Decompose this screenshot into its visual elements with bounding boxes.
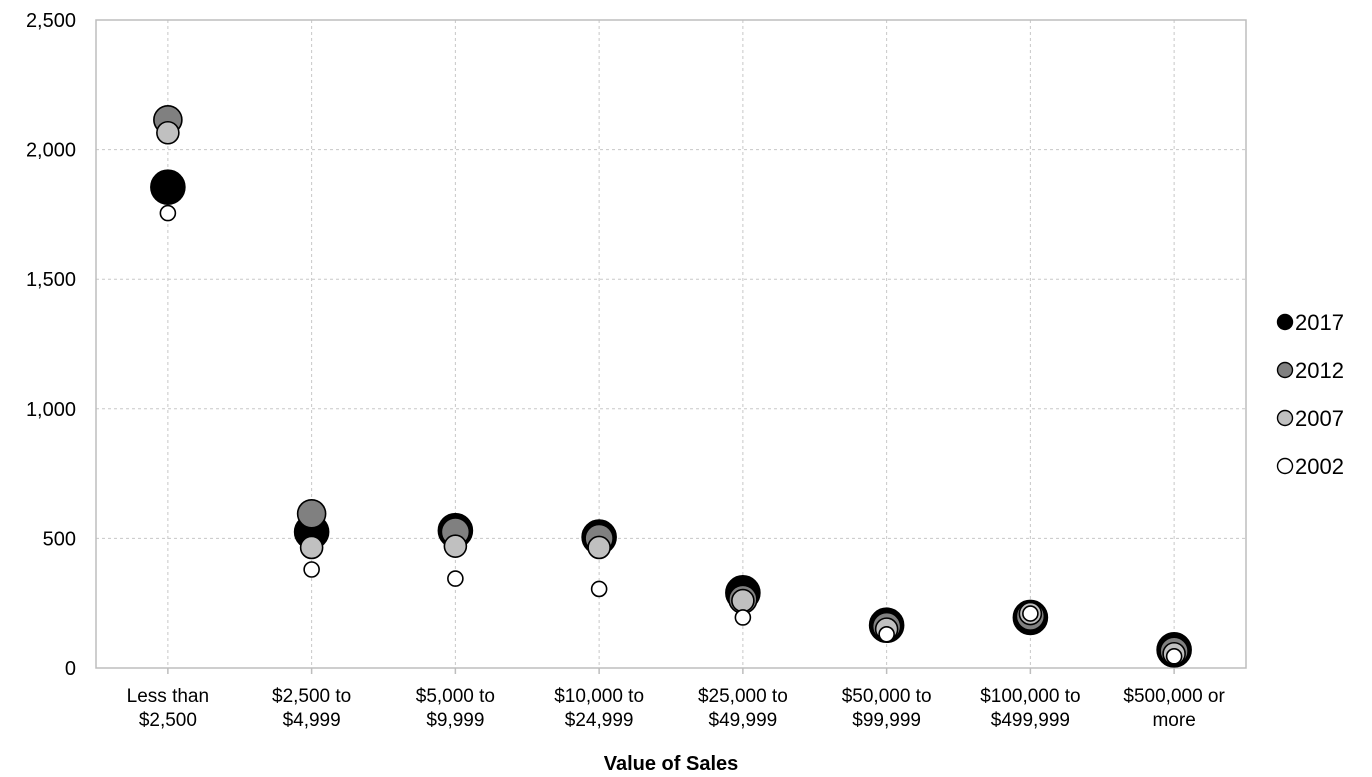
x-tick-label: $10,000 to: [554, 686, 644, 707]
legend-label-2007: 2007: [1295, 406, 1344, 431]
data-point-2002: [1165, 648, 1183, 665]
data-point-2002: [447, 570, 464, 587]
x-axis-ticks: Less than $2,500 $2,500 to $4,999 $5,000 to $…: [127, 668, 1226, 731]
data-point-2007: [587, 535, 611, 560]
data-point-2007: [156, 120, 180, 145]
x-tick-label: $24,999: [565, 710, 634, 731]
x-tick-label: $100,000 to: [980, 686, 1080, 707]
data-point-2002: [734, 609, 752, 626]
data-point-2002: [159, 204, 177, 222]
x-tick-label: $2,500: [139, 710, 197, 731]
legend-label-2012: 2012: [1295, 358, 1344, 383]
data-point-2002: [878, 626, 895, 643]
x-tick-label: Less than: [127, 686, 209, 707]
x-tick-label: $25,000 to: [698, 686, 788, 707]
x-tick-label: $499,999: [991, 710, 1070, 731]
y-tick-label: 2,500: [26, 10, 76, 32]
y-tick-label: 1,500: [26, 269, 76, 291]
data-point-2007: [299, 535, 324, 560]
plot-area-frame: [95, 19, 1247, 669]
x-tick-label: $49,999: [709, 710, 778, 731]
legend-label-2002: 2002: [1295, 454, 1344, 479]
data-point-2007: [731, 588, 755, 613]
legend-marker-2002: [1276, 457, 1294, 475]
data-point-2007: [443, 534, 468, 558]
x-tick-label: $50,000 to: [842, 686, 932, 707]
legend-marker-2012: [1276, 361, 1294, 379]
y-tick-label: 1,000: [26, 399, 76, 421]
y-tick-label: 0: [65, 658, 76, 680]
y-tick-label: 2,000: [26, 140, 76, 162]
data-points: [150, 104, 1192, 668]
x-tick-label: $9,999: [426, 710, 484, 731]
x-tick-label: $2,500 to: [272, 686, 351, 707]
data-point-2017: [150, 169, 186, 205]
legend-label-2017: 2017: [1295, 310, 1344, 335]
data-point-2002: [590, 580, 608, 598]
y-tick-label: 500: [43, 528, 76, 550]
x-axis-title: Value of Sales: [604, 753, 739, 775]
data-point-2012: [296, 498, 327, 529]
x-tick-label: $4,999: [283, 710, 341, 731]
grid: [96, 20, 1246, 668]
data-point-2002: [1022, 605, 1039, 622]
legend-marker-2007: [1276, 409, 1294, 427]
x-tick-label: $99,999: [852, 710, 921, 731]
data-point-2002: [303, 561, 320, 578]
x-tick-label: more: [1152, 710, 1195, 731]
x-tick-label: $5,000 to: [416, 686, 495, 707]
legend: 2017 2012 2007 2002: [1276, 310, 1344, 479]
x-tick-label: $500,000 or: [1123, 686, 1225, 707]
y-axis-ticks: 0 500 1,000 1,500 2,000 2,500: [26, 10, 76, 680]
legend-marker-2017: [1276, 313, 1294, 331]
